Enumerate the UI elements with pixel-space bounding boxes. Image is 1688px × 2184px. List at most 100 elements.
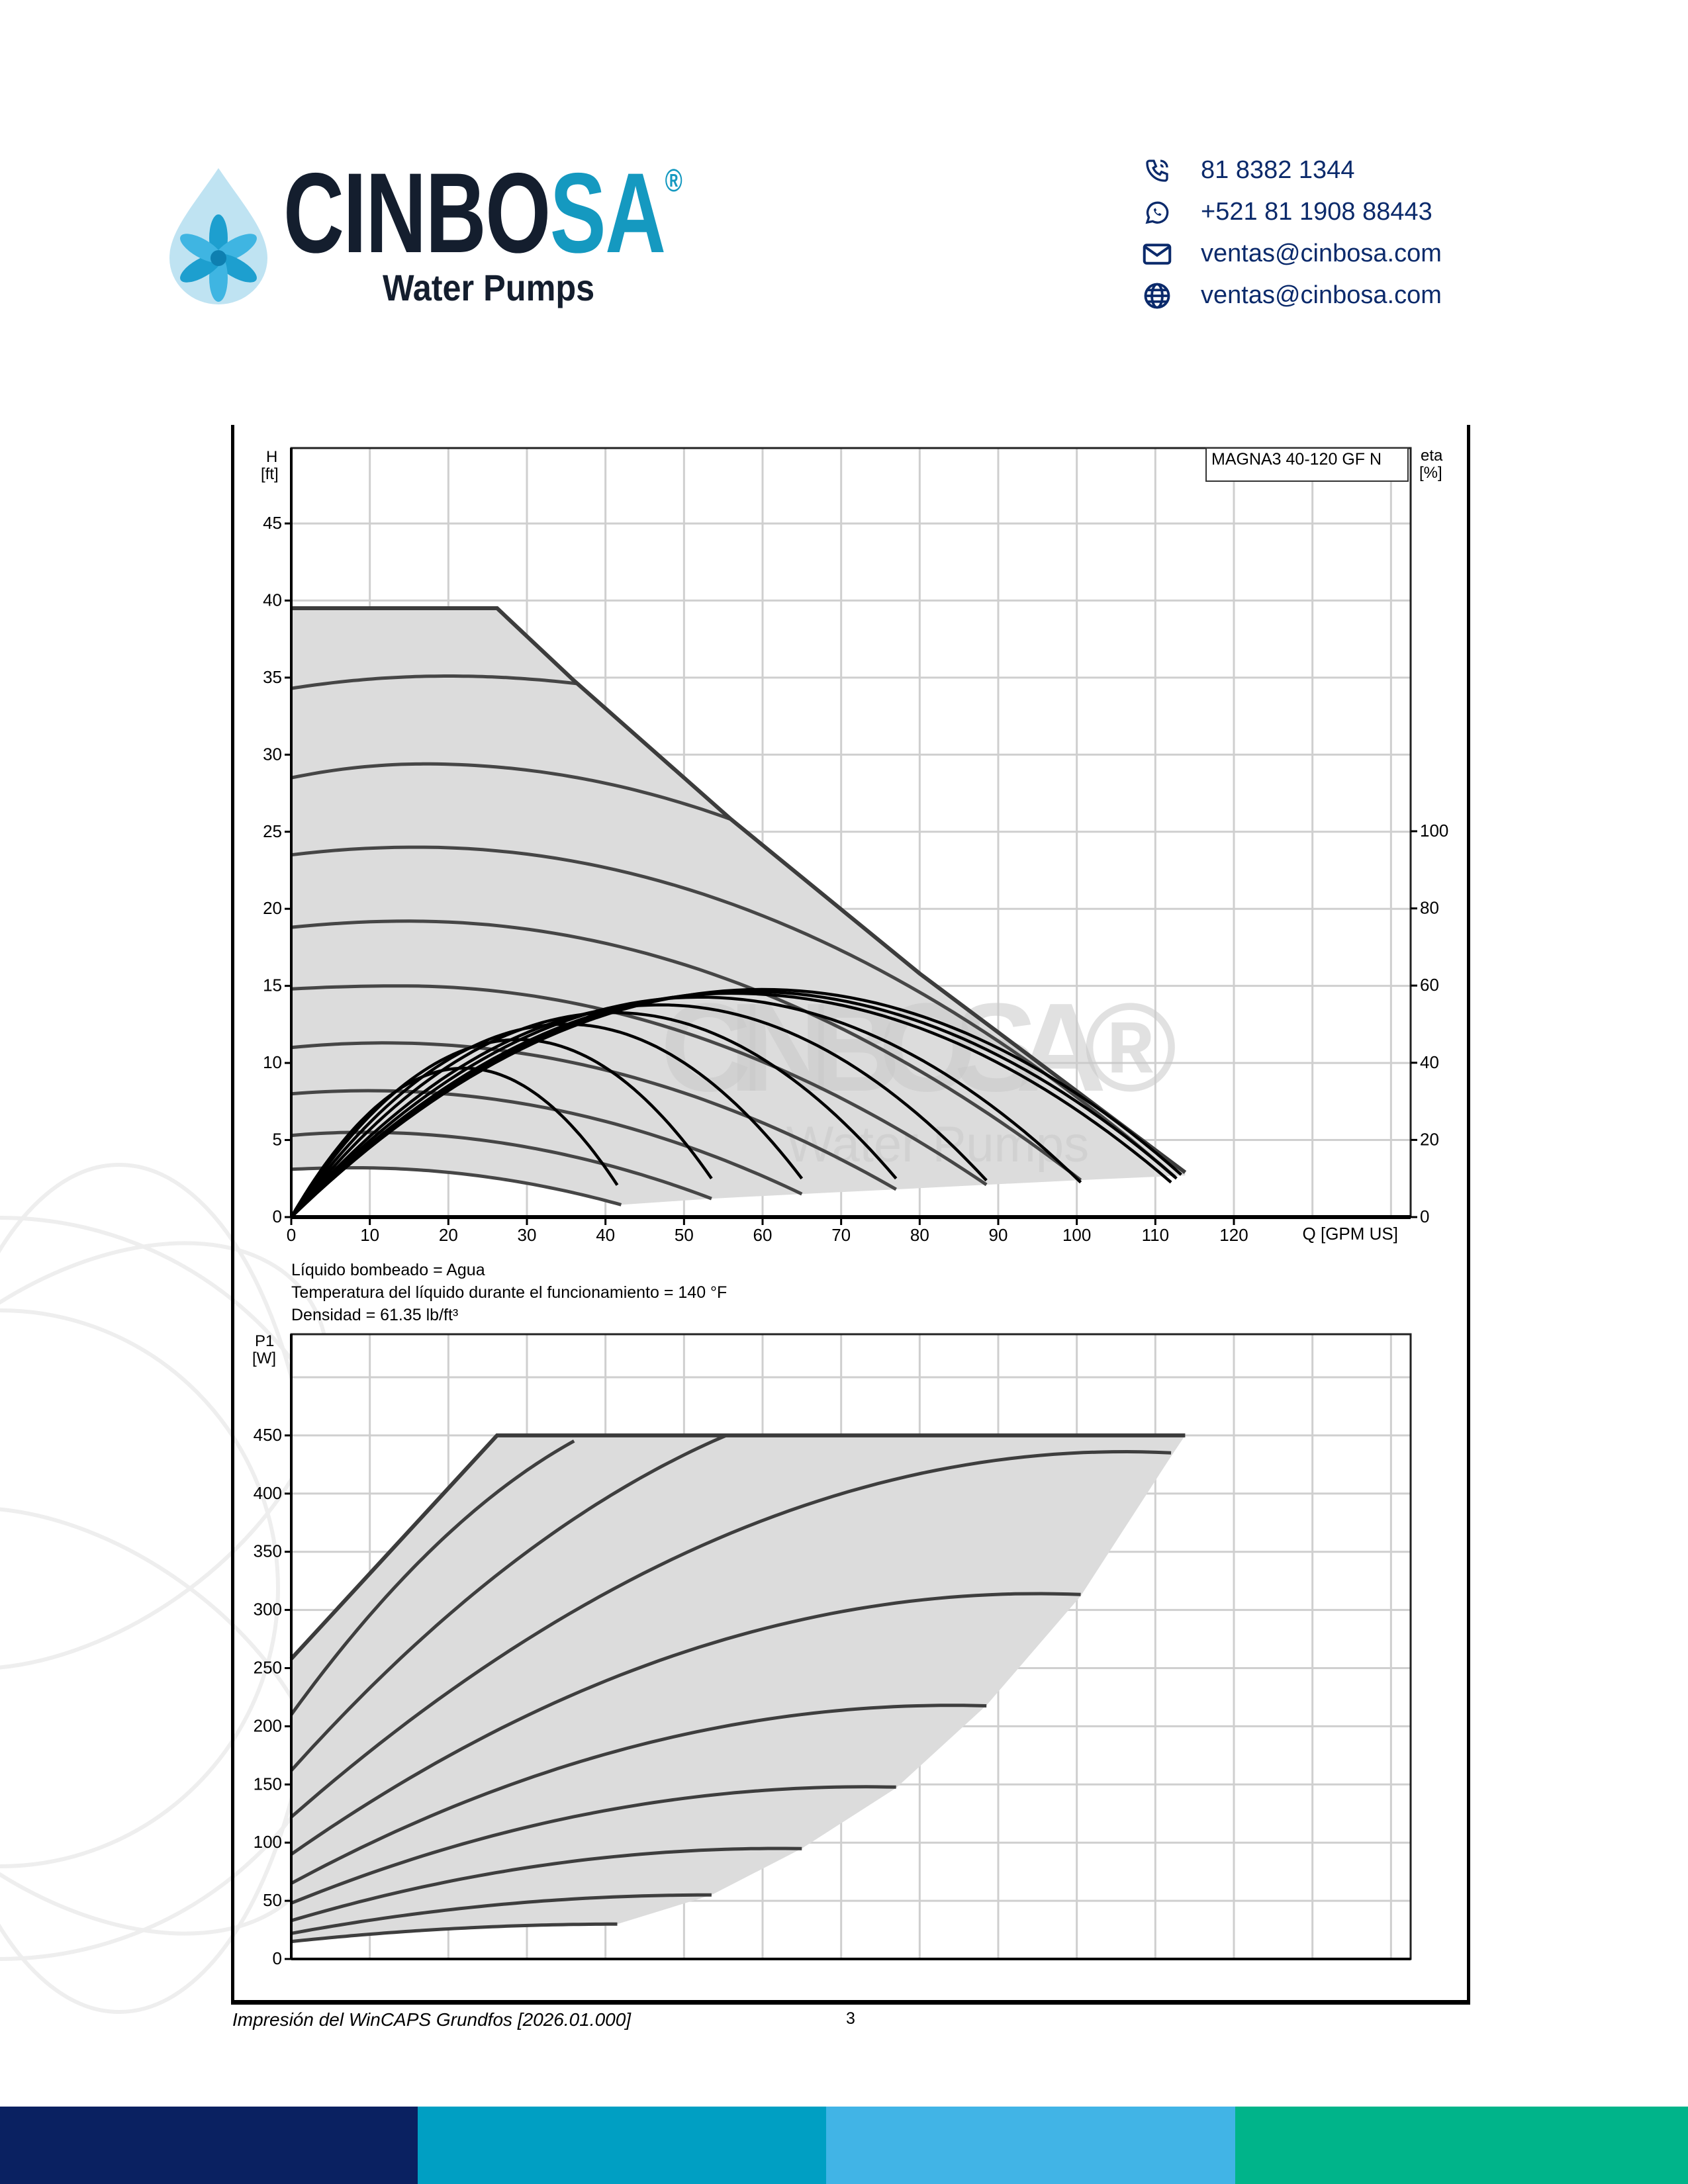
liquid-notes: Líquido bombeado = Agua Temperatura del …	[291, 1259, 727, 1326]
x-axis-label: Q [GPM US]	[1303, 1224, 1398, 1244]
y2-tick-label: 80	[1420, 898, 1439, 918]
y-tick-label: 30	[263, 744, 282, 764]
p1-axis-label-name: P1	[255, 1332, 274, 1350]
y-tick-label: 150	[254, 1774, 282, 1794]
frame-right-border	[1467, 425, 1470, 2004]
contact-whatsapp[interactable]: +521 81 1908 88443	[1141, 191, 1442, 233]
brand-tagline: Water Pumps	[383, 267, 595, 308]
head-curve-4	[291, 1041, 897, 1191]
y-tick-label: 200	[254, 1715, 282, 1735]
y-tick-label: 100	[254, 1832, 282, 1852]
y-axis-label-unit: [ft]	[261, 465, 279, 483]
power-chart: 0 50 100 150 200 250 300 350 400 450	[254, 1333, 1412, 1968]
page-number: 3	[846, 2009, 855, 2028]
mail-icon	[1141, 238, 1173, 270]
y-tick-label: 300	[254, 1600, 282, 1619]
y-tick-label: 0	[273, 1206, 282, 1226]
x-tick-label: 50	[675, 1225, 694, 1245]
x-tick-label: 100	[1062, 1225, 1091, 1245]
power-curve-4	[291, 1785, 896, 1905]
y2-tick-label: 60	[1420, 975, 1439, 995]
x-tick-label: 20	[439, 1225, 458, 1245]
y2-tick-label: 100	[1420, 821, 1448, 841]
legend-box	[1205, 447, 1409, 482]
x-tick-label: 70	[831, 1225, 851, 1245]
y-tick-label: 0	[273, 1948, 282, 1968]
y-tick-label: 250	[254, 1658, 282, 1678]
y2-tick-label: 0	[1420, 1206, 1429, 1226]
frame-left-border	[231, 425, 234, 2004]
contact-phone[interactable]: 81 8382 1344	[1141, 150, 1442, 191]
contact-email[interactable]: ventas@cinbosa.com	[1141, 233, 1442, 275]
head-curve-3	[291, 1089, 803, 1196]
logo-drop-icon	[169, 168, 267, 304]
contact-text: ventas@cinbosa.com	[1201, 240, 1442, 267]
x-tick-label: 60	[753, 1225, 773, 1245]
power-curve-7	[290, 1449, 1172, 1819]
footer-band-teal	[418, 2107, 826, 2184]
footer-band-green	[1235, 2107, 1688, 2184]
power-curve-9	[289, 1439, 575, 1716]
power-curve-8	[290, 1433, 728, 1772]
x-tick-label: 120	[1219, 1225, 1248, 1245]
contact-list: 81 8382 1344 +521 81 1908 88443 ventas@c…	[1141, 150, 1442, 316]
y2-tick-label: 20	[1420, 1129, 1439, 1149]
x-tick-label: 40	[596, 1225, 615, 1245]
registered-mark: ®	[665, 163, 682, 199]
legend-title: MAGNA3 40-120 GF N	[1211, 450, 1382, 469]
y-tick-label: 35	[263, 667, 282, 687]
x-tick-label: 90	[989, 1225, 1008, 1245]
max-power-curve	[289, 1433, 1186, 1661]
frame-bottom-border	[231, 2000, 1470, 2005]
y2-axis-label-name: eta	[1421, 447, 1443, 465]
note-temperature: Temperatura del líquido durante el funci…	[291, 1283, 727, 1302]
power-curve-5	[290, 1704, 987, 1885]
power-curve-2	[291, 1893, 712, 1935]
note-liquid: Líquido bombeado = Agua	[291, 1261, 485, 1279]
max-head-curve	[291, 606, 1187, 1174]
power-curve-3	[291, 1846, 802, 1923]
y-tick-label: 25	[263, 821, 282, 841]
head-curve-8	[291, 762, 732, 821]
x-tick-label: 10	[360, 1225, 379, 1245]
brand-name: CINBOSA®	[283, 156, 682, 270]
y-tick-label: 40	[263, 590, 282, 610]
print-footer-text: Impresión del WinCAPS Grundfos [2026.01.…	[232, 2009, 632, 2030]
y-tick-label: 400	[254, 1483, 282, 1503]
power-curve-1	[291, 1922, 618, 1944]
footer-band-navy	[0, 2107, 418, 2184]
efficiency-curve-9	[290, 987, 1182, 1218]
y2-axis-label-unit: [%]	[1419, 464, 1442, 482]
y2-tick-label: 40	[1420, 1052, 1439, 1072]
y-tick-label: 5	[273, 1130, 282, 1150]
contact-text: 81 8382 1344	[1201, 156, 1355, 184]
x-tick-label: 0	[287, 1225, 296, 1245]
contact-text: +521 81 1908 88443	[1201, 198, 1432, 226]
efficiency-curve-1	[290, 1066, 619, 1218]
power-curve-6	[290, 1592, 1081, 1856]
head-curve-6	[291, 919, 1082, 1182]
contact-text: ventas@cinbosa.com	[1201, 281, 1442, 309]
y-axis-label-name: H	[266, 448, 277, 466]
head-curve-9	[291, 674, 579, 690]
whatsapp-icon	[1141, 197, 1173, 228]
head-curve-7	[291, 845, 1176, 1179]
watermark-tagline: Water Pumps	[786, 1116, 1090, 1173]
brand-name-part2: SA	[549, 150, 666, 277]
p1-axis-label-unit: [W]	[252, 1349, 276, 1367]
y-tick-label: 450	[254, 1425, 282, 1445]
globe-icon	[1141, 280, 1173, 312]
y-tick-label: 15	[263, 976, 282, 995]
efficiency-curve-2	[290, 1038, 713, 1218]
efficiency-curve-6	[290, 995, 1082, 1218]
efficiency-curve-7	[290, 991, 1172, 1218]
x-tick-label: 110	[1142, 1225, 1169, 1245]
brand-name-part1: CINBO	[283, 150, 551, 277]
x-tick-label: 30	[518, 1225, 537, 1245]
y-tick-label: 10	[263, 1052, 282, 1072]
footer-band-lightblue	[826, 2107, 1235, 2184]
note-density: Densidad = 61.35 lb/ft³	[291, 1306, 459, 1324]
y-tick-label: 350	[254, 1541, 282, 1561]
contact-website[interactable]: ventas@cinbosa.com	[1141, 275, 1442, 316]
